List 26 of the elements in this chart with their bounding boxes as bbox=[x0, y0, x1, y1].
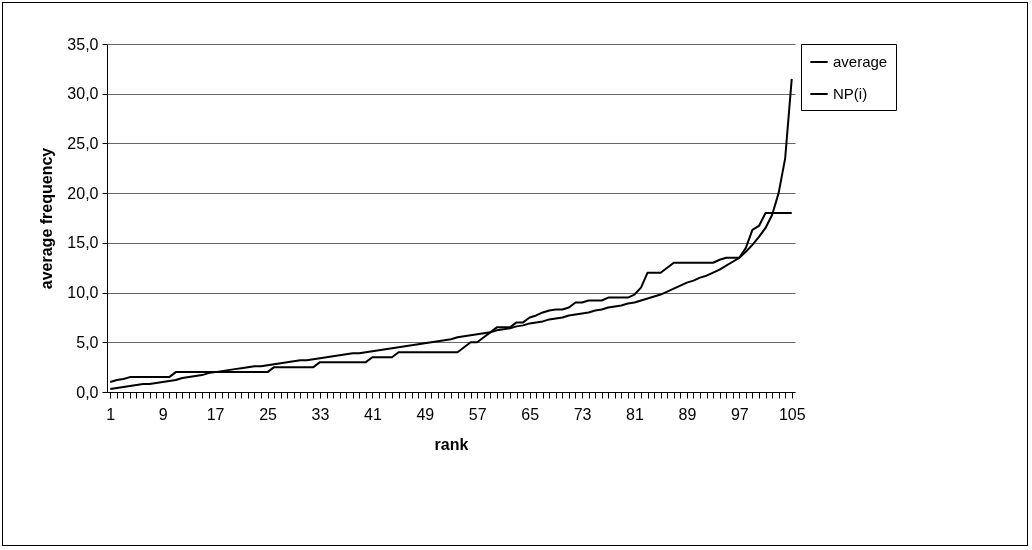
y-tick-label: 15,0 bbox=[67, 234, 99, 252]
y-tick-label: 30,0 bbox=[67, 85, 99, 103]
y-tick-label: 0,0 bbox=[76, 383, 99, 401]
x-axis-title: rank bbox=[434, 435, 469, 453]
x-tick-label: 65 bbox=[521, 405, 540, 423]
x-tick-label: 25 bbox=[259, 405, 278, 423]
x-tick-label: 105 bbox=[778, 405, 806, 423]
x-tick-label: 33 bbox=[311, 405, 330, 423]
x-tick-label: 9 bbox=[158, 405, 168, 423]
y-tick-label: 25,0 bbox=[67, 134, 99, 152]
legend-label: NP(i) bbox=[833, 85, 868, 102]
y-tick-label: 10,0 bbox=[67, 284, 99, 302]
x-tick-label: 97 bbox=[730, 405, 749, 423]
x-tick-label: 41 bbox=[363, 405, 382, 423]
x-tick-label: 81 bbox=[626, 405, 644, 423]
legend-label: average bbox=[833, 53, 888, 70]
x-tick-label: 73 bbox=[573, 405, 592, 423]
y-tick-label: 5,0 bbox=[76, 333, 99, 351]
x-tick-label: 17 bbox=[206, 405, 225, 423]
y-tick-label: 35,0 bbox=[67, 35, 99, 53]
x-tick-label: 1 bbox=[106, 405, 116, 423]
x-tick-label: 49 bbox=[416, 405, 435, 423]
y-tick-label: 20,0 bbox=[67, 184, 99, 202]
x-tick-label: 89 bbox=[678, 405, 697, 423]
x-tick-label: 57 bbox=[468, 405, 487, 423]
y-axis-title: average frequency bbox=[38, 147, 56, 290]
